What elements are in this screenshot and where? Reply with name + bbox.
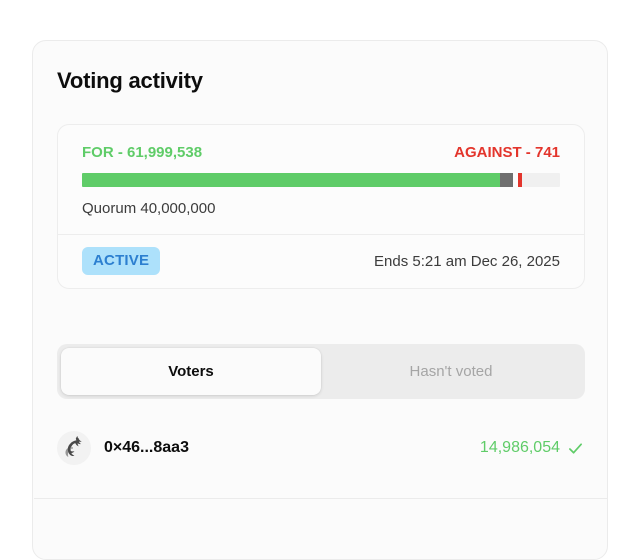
voting-activity-card: Voting activity FOR - 61,999,538 AGAINST… [32, 40, 608, 560]
tab-hasnt-voted[interactable]: Hasn't voted [321, 348, 581, 395]
tab-hasnt-voted-label: Hasn't voted [409, 363, 493, 380]
voting-stats-top: FOR - 61,999,538 AGAINST - 741 Quorum 40… [58, 125, 584, 234]
vote-bar-segment-abstain [499, 173, 513, 187]
voter-vote-summary: 14,986,054 [480, 439, 583, 457]
voter-voting-weight: 14,986,054 [479, 439, 560, 456]
vote-tally-labels: FOR - 61,999,538 AGAINST - 741 [82, 144, 560, 161]
against-votes-label: AGAINST - 741 [454, 144, 560, 161]
vote-bar-segment-against [517, 173, 522, 187]
tab-voters[interactable]: Voters [61, 348, 321, 395]
unicorn-avatar-icon [57, 431, 91, 465]
vote-bar-segment-gap [512, 173, 518, 187]
list-row-divider [34, 498, 608, 499]
check-icon [569, 442, 582, 454]
voter-address: 0×46...8aa3 [104, 439, 189, 456]
ends-at-label: Ends 5:21 am Dec 26, 2025 [374, 252, 560, 270]
tab-voters-label: Voters [168, 363, 214, 380]
stats-box-divider [58, 234, 584, 235]
status-badge: ACTIVE [82, 247, 161, 275]
voting-stats-bottom: ACTIVE Ends 5:21 am Dec 26, 2025 [58, 235, 584, 288]
table-row[interactable]: 0×46...8aa3 14,986,054 [33, 419, 607, 477]
for-votes-label: FOR - 61,999,538 [82, 144, 203, 161]
vote-progress-bar [82, 173, 560, 187]
page-title: Voting activity [57, 68, 203, 93]
vote-bar-segment-for [82, 173, 500, 187]
voter-list: 0×46...8aa3 14,986,054 [33, 419, 607, 477]
voters-tab-bar: Voters Hasn't voted [57, 344, 585, 399]
quorum-label: Quorum 40,000,000 [82, 200, 216, 217]
voting-stats-box: FOR - 61,999,538 AGAINST - 741 Quorum 40… [57, 124, 585, 289]
